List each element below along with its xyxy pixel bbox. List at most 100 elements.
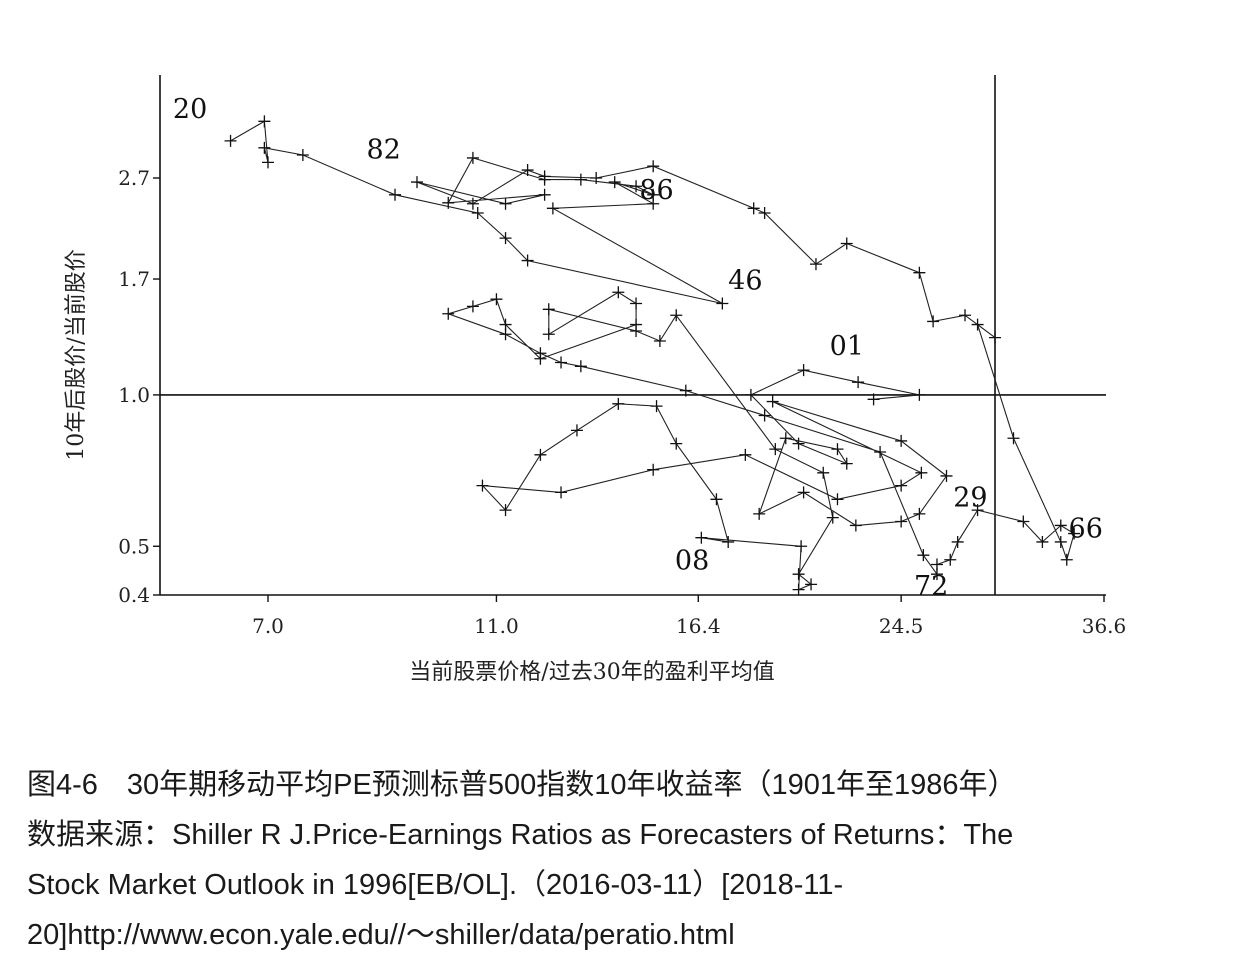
data-point xyxy=(411,176,423,188)
data-point xyxy=(225,135,237,147)
data-point xyxy=(748,202,760,214)
data-point xyxy=(795,540,807,552)
data-point xyxy=(913,267,925,279)
data-point xyxy=(555,356,567,368)
data-point xyxy=(852,376,864,388)
point-labels: 208286460129660872 xyxy=(173,94,1103,602)
data-point xyxy=(490,293,502,305)
data-point xyxy=(297,149,309,161)
data-point xyxy=(670,438,682,450)
data-point xyxy=(753,508,765,520)
data-point xyxy=(944,554,956,566)
data-point xyxy=(630,325,642,337)
data-point xyxy=(972,319,984,331)
data-point xyxy=(959,309,971,321)
year-label: 82 xyxy=(366,135,400,166)
data-point xyxy=(609,176,621,188)
data-point xyxy=(850,519,862,531)
data-point xyxy=(831,443,843,455)
data-point xyxy=(793,584,805,596)
x-tick-label: 11.0 xyxy=(474,614,519,638)
data-point xyxy=(695,532,707,544)
data-point xyxy=(262,156,274,168)
year-label: 86 xyxy=(639,175,673,206)
data-point xyxy=(647,160,659,172)
caption-source-line-3: 20]http://www.econ.yale.edu//～shiller/da… xyxy=(27,910,1237,960)
y-tick-label: 0.5 xyxy=(118,534,150,558)
data-point xyxy=(258,115,270,127)
data-point xyxy=(1008,432,1020,444)
data-point xyxy=(817,467,829,479)
data-point xyxy=(841,238,853,250)
data-point xyxy=(940,470,952,482)
data-point xyxy=(258,142,270,154)
data-point xyxy=(647,464,659,476)
data-point xyxy=(895,480,907,492)
data-point xyxy=(651,400,663,412)
data-point xyxy=(716,297,728,309)
data-point xyxy=(874,446,886,458)
data-point xyxy=(670,309,682,321)
data-point xyxy=(841,458,853,470)
data-point xyxy=(575,174,587,186)
data-point xyxy=(927,315,939,327)
data-point xyxy=(539,170,551,182)
chart: 20 82 86 46 01 29 66 08 72 7.0 11.0 16.4 24.5 36.6 0.… xyxy=(0,0,1260,730)
reference-lines xyxy=(160,75,1106,595)
x-axis-title: 当前股票价格/过去30年的盈利平均值 xyxy=(409,660,774,685)
data-point xyxy=(952,536,964,548)
data-point xyxy=(759,409,771,421)
x-tick-label: 36.6 xyxy=(1082,614,1127,638)
data-point xyxy=(722,536,734,548)
caption-title: 图4-6 30年期移动平均PE预测标普500指数10年收益率（1901年至198… xyxy=(27,760,1237,810)
data-point xyxy=(895,516,907,528)
data-point xyxy=(534,449,546,461)
data-point xyxy=(989,332,1001,344)
axes xyxy=(160,75,1106,595)
x-tick-label: 24.5 xyxy=(879,614,924,638)
data-point xyxy=(895,435,907,447)
data-point xyxy=(913,508,925,520)
data-point xyxy=(539,189,551,201)
data-point xyxy=(917,549,929,561)
y-tick-label: 1.7 xyxy=(118,267,150,291)
data-point xyxy=(467,300,479,312)
data-point xyxy=(442,308,454,320)
data-point xyxy=(389,189,401,201)
data-point xyxy=(612,286,624,298)
x-tick-label: 16.4 xyxy=(676,614,721,638)
data-point xyxy=(798,486,810,498)
caption-source-line-2: Stock Market Outlook in 1996[EB/OL].（201… xyxy=(27,860,1237,910)
data-point xyxy=(547,202,559,214)
year-label: 08 xyxy=(675,545,709,576)
year-label: 46 xyxy=(728,266,762,297)
data-point xyxy=(769,443,781,455)
data-point xyxy=(798,364,810,376)
data-point xyxy=(612,398,624,410)
figure-caption: 图4-6 30年期移动平均PE预测标普500指数10年收益率（1901年至198… xyxy=(27,760,1237,960)
data-point xyxy=(543,303,555,315)
year-label: 01 xyxy=(830,331,864,362)
year-label: 72 xyxy=(914,571,948,602)
data-point xyxy=(575,360,587,372)
data-point xyxy=(739,449,751,461)
data-point xyxy=(543,328,555,340)
data-point xyxy=(522,164,534,176)
x-tick-label: 7.0 xyxy=(252,614,284,638)
y-tick-label: 0.4 xyxy=(118,583,150,607)
data-point xyxy=(1055,536,1067,548)
tick-labels: 7.0 11.0 16.4 24.5 36.6 0.4 0.5 1.0 1.7 2.7 xyxy=(118,166,1126,638)
y-axis-title: 10年后股价/当前股价 xyxy=(64,249,89,460)
y-tick-label: 1.0 xyxy=(118,383,150,407)
year-label: 20 xyxy=(173,94,207,125)
data-point xyxy=(1061,554,1073,566)
data-point xyxy=(654,335,666,347)
data-point xyxy=(710,493,722,505)
data-point xyxy=(467,152,479,164)
data-point xyxy=(767,396,779,408)
data-point xyxy=(805,578,817,590)
data-point xyxy=(915,467,927,479)
data-point xyxy=(831,493,843,505)
data-point xyxy=(571,424,583,436)
year-label: 66 xyxy=(1069,514,1103,545)
